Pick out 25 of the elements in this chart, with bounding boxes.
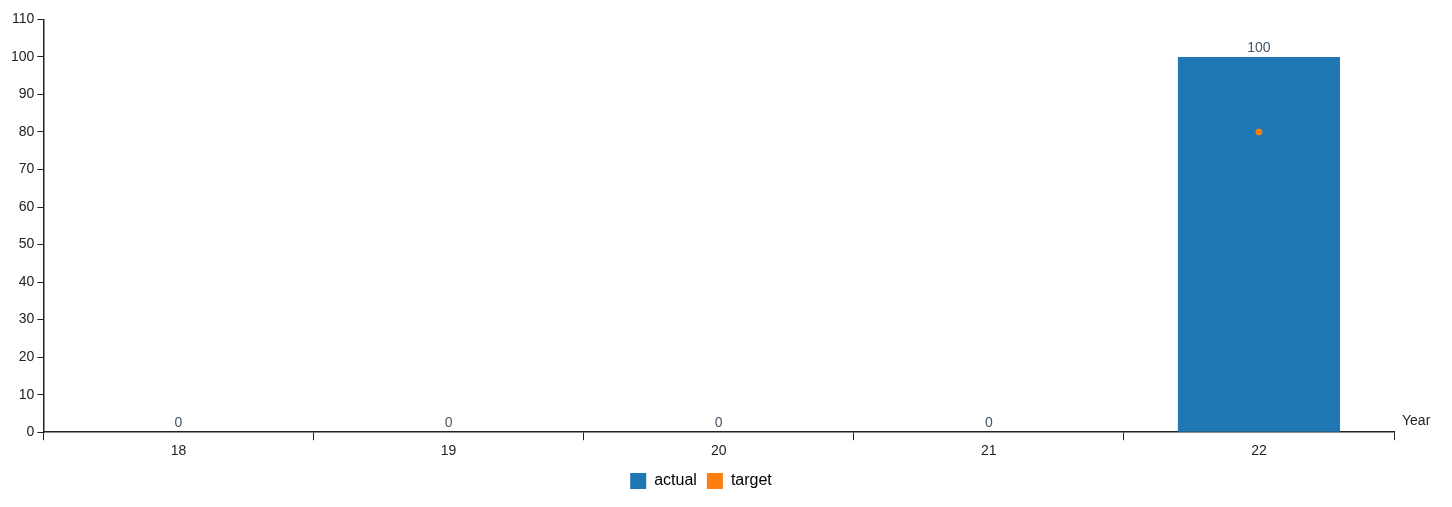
y-tick-label: 70 xyxy=(18,160,35,177)
x-tick-label: 18 xyxy=(170,442,187,459)
data-label: 0 xyxy=(984,414,993,431)
y-tick-label: 10 xyxy=(18,385,35,402)
legend-label: actual xyxy=(654,471,697,489)
x-axis-title: Year xyxy=(1402,412,1431,429)
y-tick-label: 80 xyxy=(18,122,35,139)
y-tick-label: 60 xyxy=(18,197,35,214)
data-label: 0 xyxy=(174,414,183,431)
y-tick-label: 30 xyxy=(18,310,35,327)
data-label: 100 xyxy=(1247,38,1271,55)
y-tick-label: 90 xyxy=(18,85,35,102)
data-label: 0 xyxy=(714,414,723,431)
y-tick-label: 40 xyxy=(18,272,35,289)
x-tick-label: 22 xyxy=(1251,442,1267,459)
y-tick-label: 110 xyxy=(12,10,35,27)
data-label: 0 xyxy=(444,414,453,431)
legend-label: target xyxy=(730,471,773,489)
y-tick-label: 0 xyxy=(26,423,35,440)
x-tick-label: 21 xyxy=(981,442,997,459)
y-tick-label: 50 xyxy=(18,235,35,252)
y-tick-label: 20 xyxy=(18,348,35,364)
y-tick-label: 100 xyxy=(11,47,35,64)
x-tick-label: 19 xyxy=(440,442,457,459)
x-tick-label: 20 xyxy=(710,442,727,459)
